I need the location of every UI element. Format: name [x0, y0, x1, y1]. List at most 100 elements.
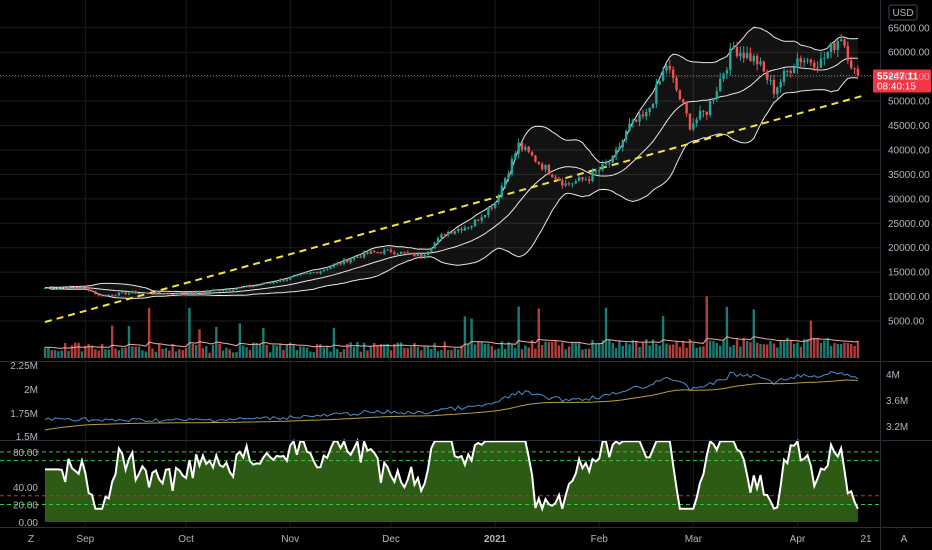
candle-body[interactable] — [745, 53, 749, 59]
candle-body[interactable] — [665, 65, 668, 71]
candle-body[interactable] — [124, 292, 127, 295]
candle-body[interactable] — [544, 164, 547, 170]
candle-body[interactable] — [272, 282, 275, 284]
candle-body[interactable] — [63, 287, 67, 289]
candle-body[interactable] — [221, 290, 225, 292]
candle-body[interactable] — [759, 61, 762, 65]
candle-body[interactable] — [191, 292, 195, 294]
candle-body[interactable] — [329, 267, 332, 270]
candle-body[interactable] — [158, 291, 161, 294]
candle-body[interactable] — [339, 263, 342, 265]
candle-body[interactable] — [587, 179, 591, 182]
candle-body[interactable] — [74, 287, 77, 289]
candle-body[interactable] — [722, 73, 725, 79]
candle-body[interactable] — [332, 264, 336, 268]
candle-body[interactable] — [843, 39, 846, 46]
candle-body[interactable] — [295, 274, 299, 277]
candle-body[interactable] — [359, 256, 362, 258]
candle-body[interactable] — [547, 164, 551, 175]
candle-body[interactable] — [262, 282, 265, 285]
candle-body[interactable] — [766, 71, 769, 80]
candle-body[interactable] — [211, 289, 215, 292]
candle-body[interactable] — [171, 293, 174, 295]
candle-body[interactable] — [668, 65, 672, 70]
candle-body[interactable] — [349, 259, 352, 263]
candle-body[interactable] — [789, 70, 792, 73]
candle-body[interactable] — [208, 291, 211, 293]
candle-body[interactable] — [782, 70, 786, 82]
candle-body[interactable] — [467, 227, 470, 229]
candle-body[interactable] — [574, 181, 577, 184]
candle-body[interactable] — [413, 252, 416, 257]
last-price-tag[interactable] — [873, 69, 931, 93]
candle-body[interactable] — [154, 291, 158, 294]
candle-body[interactable] — [77, 287, 80, 289]
candle-body[interactable] — [802, 60, 806, 63]
candle-body[interactable] — [278, 279, 282, 282]
candle-body[interactable] — [631, 119, 635, 124]
candle-body[interactable] — [715, 90, 719, 100]
candle-body[interactable] — [732, 47, 735, 49]
candle-body[interactable] — [688, 113, 692, 130]
candle-body[interactable] — [117, 292, 121, 296]
candle-body[interactable] — [265, 282, 268, 284]
candle-body[interactable] — [218, 289, 221, 291]
candle-body[interactable] — [50, 287, 53, 289]
candle-body[interactable] — [648, 107, 651, 112]
candle-body[interactable] — [228, 289, 231, 291]
candle-body[interactable] — [241, 287, 245, 289]
candle-body[interactable] — [813, 62, 816, 68]
candle-body[interactable] — [806, 59, 809, 61]
candle-body[interactable] — [225, 289, 228, 291]
oscillator-pane[interactable] — [0, 438, 880, 522]
candle-body[interactable] — [396, 253, 399, 255]
candle-body[interactable] — [772, 79, 776, 94]
candle-body[interactable] — [137, 293, 141, 295]
candle-body[interactable] — [739, 53, 742, 57]
zoom-reset-button[interactable]: Z — [28, 534, 34, 545]
candle-body[interactable] — [181, 293, 184, 295]
candle-body[interactable] — [164, 293, 168, 295]
candle-body[interactable] — [383, 250, 386, 254]
candle-body[interactable] — [144, 292, 147, 294]
candle-body[interactable] — [675, 77, 678, 91]
candle-body[interactable] — [604, 163, 608, 165]
candle-body[interactable] — [470, 225, 473, 228]
candle-body[interactable] — [537, 161, 540, 164]
candle-body[interactable] — [530, 151, 534, 156]
candle-body[interactable] — [315, 272, 319, 274]
candle-body[interactable] — [386, 249, 389, 251]
candle-body[interactable] — [268, 282, 272, 284]
candle-body[interactable] — [510, 158, 514, 174]
candle-body[interactable] — [134, 291, 137, 294]
candle-body[interactable] — [60, 287, 63, 289]
candle-body[interactable] — [608, 162, 611, 164]
candle-body[interactable] — [712, 99, 715, 101]
candle-body[interactable] — [215, 289, 218, 291]
candle-body[interactable] — [366, 252, 369, 254]
candle-body[interactable] — [833, 42, 836, 51]
candle-body[interactable] — [67, 286, 70, 289]
candle-body[interactable] — [90, 290, 94, 292]
candle-body[interactable] — [406, 252, 409, 254]
candle-body[interactable] — [198, 291, 201, 293]
candle-body[interactable] — [450, 232, 453, 234]
candle-body[interactable] — [618, 147, 621, 150]
candle-body[interactable] — [416, 254, 420, 257]
candle-body[interactable] — [577, 177, 581, 182]
candle-body[interactable] — [551, 174, 554, 178]
candle-body[interactable] — [292, 276, 295, 278]
candle-body[interactable] — [107, 294, 111, 296]
candle-body[interactable] — [43, 287, 47, 289]
candle-body[interactable] — [557, 178, 561, 181]
candle-body[interactable] — [497, 196, 500, 203]
candle-body[interactable] — [658, 80, 661, 85]
candle-body[interactable] — [749, 53, 752, 62]
candle-body[interactable] — [53, 288, 57, 290]
candle-body[interactable] — [235, 288, 238, 290]
candle-body[interactable] — [692, 123, 695, 130]
candle-body[interactable] — [285, 279, 289, 281]
candle-body[interactable] — [477, 219, 480, 221]
candle-body[interactable] — [188, 292, 191, 295]
